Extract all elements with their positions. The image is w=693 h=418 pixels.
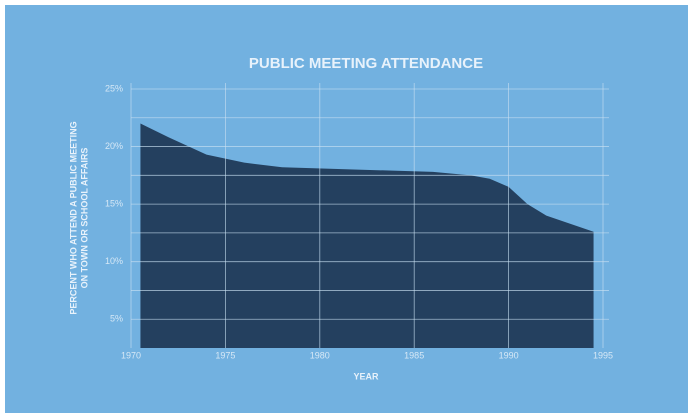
y-tick-label: 25% bbox=[105, 83, 123, 93]
y-axis-label: PERCENT WHO ATTEND A PUBLIC MEETING ON T… bbox=[68, 121, 89, 314]
y-axis-label-line: PERCENT WHO ATTEND A PUBLIC MEETING bbox=[68, 121, 78, 314]
y-axis-label-line: ON TOWN OR SCHOOL AFFAIRS bbox=[79, 148, 89, 289]
x-tick-label: 1975 bbox=[215, 350, 235, 360]
x-tick-label: 1970 bbox=[121, 350, 141, 360]
x-tick-label: 1995 bbox=[593, 350, 613, 360]
y-tick-label: 5% bbox=[110, 314, 123, 324]
y-tick-label: 15% bbox=[105, 198, 123, 208]
y-tick-label: 20% bbox=[105, 141, 123, 151]
x-axis-label: YEAR bbox=[353, 371, 379, 381]
x-tick-label: 1980 bbox=[310, 350, 330, 360]
chart-title: PUBLIC MEETING ATTENDANCE bbox=[249, 55, 483, 72]
area bbox=[140, 123, 594, 349]
x-tick-label: 1990 bbox=[499, 350, 519, 360]
y-tick-label: 10% bbox=[105, 256, 123, 266]
x-tick-label: 1985 bbox=[404, 350, 424, 360]
